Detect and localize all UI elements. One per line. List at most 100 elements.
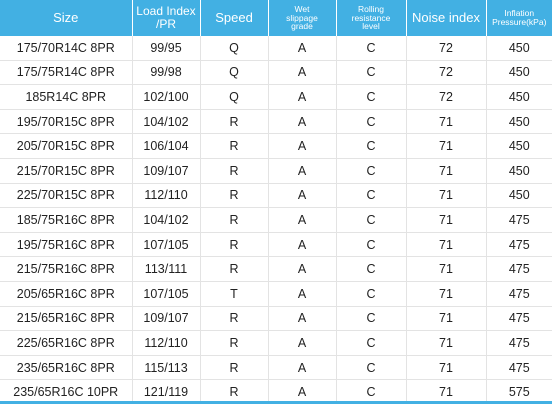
cell-load-index: 112/110 — [132, 183, 201, 209]
cell-size: 195/75R16C 8PR — [0, 232, 133, 258]
cell-wet-grade: A — [268, 379, 337, 404]
header-wet-line-1: Wet — [294, 3, 310, 14]
header-size-label: Size — [53, 10, 79, 26]
cell-inflation-pressure: 475 — [486, 355, 552, 381]
cell-load-index: 112/110 — [132, 330, 201, 356]
cell-size: 185R14C 8PR — [0, 84, 133, 110]
cell-noise-index: 71 — [406, 133, 487, 159]
cell-size: 205/65R16C 8PR — [0, 281, 133, 307]
cell-size: 205/70R15C 8PR — [0, 133, 133, 159]
cell-size: 215/65R16C 8PR — [0, 306, 133, 332]
cell-size: 235/65R16C 8PR — [0, 355, 133, 381]
table-row: 215/75R16C 8PR 113/111 R A C 71 475 — [0, 256, 552, 282]
cell-speed: T — [200, 281, 269, 307]
cell-load-index: 104/102 — [132, 207, 201, 233]
cell-rolling-level: C — [336, 133, 407, 159]
cell-wet-grade: A — [268, 109, 337, 135]
cell-load-index: 109/107 — [132, 158, 201, 184]
cell-wet-grade: A — [268, 355, 337, 381]
cell-load-index: 99/95 — [132, 36, 201, 61]
cell-speed: R — [200, 355, 269, 381]
cell-rolling-level: C — [336, 36, 407, 61]
header-rolling-line-3: level — [362, 21, 380, 32]
cell-inflation-pressure: 450 — [486, 183, 552, 209]
header-load-index-line-2: /PR — [155, 17, 176, 31]
cell-rolling-level: C — [336, 109, 407, 135]
cell-load-index: 109/107 — [132, 306, 201, 332]
cell-inflation-pressure: 450 — [486, 84, 552, 110]
bottom-rule — [0, 401, 552, 404]
cell-speed: Q — [200, 60, 269, 86]
cell-noise-index: 72 — [406, 84, 487, 110]
cell-wet-grade: A — [268, 183, 337, 209]
table-row: 175/75R14C 8PR 99/98 Q A C 72 450 — [0, 60, 552, 86]
cell-size: 225/70R15C 8PR — [0, 183, 133, 209]
cell-rolling-level: C — [336, 158, 407, 184]
table-row: 205/70R15C 8PR 106/104 R A C 71 450 — [0, 133, 552, 159]
cell-load-index: 99/98 — [132, 60, 201, 86]
cell-wet-grade: A — [268, 207, 337, 233]
cell-noise-index: 71 — [406, 256, 487, 282]
cell-inflation-pressure: 475 — [486, 256, 552, 282]
cell-rolling-level: C — [336, 355, 407, 381]
cell-rolling-level: C — [336, 60, 407, 86]
cell-inflation-pressure: 450 — [486, 60, 552, 86]
cell-inflation-pressure: 450 — [486, 109, 552, 135]
header-inflation-line-2: Pressure(kPa) — [492, 17, 547, 27]
cell-wet-grade: A — [268, 133, 337, 159]
header-load-index-line-1: Load Index — [136, 4, 196, 19]
cell-rolling-level: C — [336, 84, 407, 110]
table-row: 215/65R16C 8PR 109/107 R A C 71 475 — [0, 306, 552, 332]
table-row: 225/70R15C 8PR 112/110 R A C 71 450 — [0, 183, 552, 209]
table-row: 235/65R16C 8PR 115/113 R A C 71 475 — [0, 355, 552, 381]
cell-rolling-level: C — [336, 207, 407, 233]
table-row: 225/65R16C 8PR 112/110 R A C 71 475 — [0, 330, 552, 356]
cell-load-index: 113/111 — [132, 256, 201, 282]
cell-size: 185/75R16C 8PR — [0, 207, 133, 233]
cell-size: 175/70R14C 8PR — [0, 36, 133, 61]
header-wet-line-3: grade — [291, 21, 313, 32]
cell-inflation-pressure: 475 — [486, 232, 552, 258]
cell-noise-index: 71 — [406, 183, 487, 209]
cell-noise-index: 71 — [406, 158, 487, 184]
table-row: 235/65R16C 10PR 121/119 R A C 71 575 — [0, 379, 552, 404]
cell-inflation-pressure: 575 — [508, 385, 530, 400]
cell-noise-index: 71 — [406, 379, 487, 404]
cell-noise-index: 71 — [406, 232, 487, 258]
header-speed: Speed — [200, 0, 269, 36]
cell-wet-grade: A — [268, 36, 337, 61]
header-row: Size Load Index /PR Speed Wet slippage g… — [0, 0, 552, 36]
cell-noise-index: 71 — [406, 281, 487, 307]
header-rolling-resistance: Rolling resistance level — [336, 0, 407, 36]
cell-speed: R — [200, 232, 269, 258]
cell-inflation-pressure: 475 — [486, 281, 552, 307]
cell-wet-grade: A — [268, 158, 337, 184]
cell-wet-grade: A — [268, 232, 337, 258]
cell-size: 175/75R14C 8PR — [0, 60, 133, 86]
table-row: 195/75R16C 8PR 107/105 R A C 71 475 — [0, 232, 552, 258]
cell-noise-index: 71 — [406, 207, 487, 233]
cell-inflation-pressure: 475 — [486, 306, 552, 332]
cell-rolling-level: C — [336, 256, 407, 282]
cell-inflation-pressure: 450 — [486, 133, 552, 159]
cell-wet-grade: A — [268, 60, 337, 86]
cell-rolling-level: C — [336, 281, 407, 307]
cell-load-index: 115/113 — [132, 355, 201, 381]
header-rolling-line-1: Rolling — [358, 3, 384, 14]
cell-size: 225/65R16C 8PR — [0, 330, 133, 356]
cell-size: 215/75R16C 8PR — [0, 256, 133, 282]
table-row: 185R14C 8PR 102/100 Q A C 72 450 — [0, 84, 552, 110]
header-rolling-line-2: resistance — [351, 12, 391, 23]
table-row: 195/70R15C 8PR 104/102 R A C 71 450 — [0, 109, 552, 135]
cell-wet-grade: A — [268, 84, 337, 110]
cell-speed: Q — [200, 84, 269, 110]
cell-inflation-pressure: 475 — [486, 207, 552, 233]
cell-rolling-level: C — [336, 306, 407, 332]
cell-wet-grade: A — [268, 281, 337, 307]
cell-speed: R — [200, 256, 269, 282]
header-wet-slippage: Wet slippage grade — [268, 0, 337, 36]
cell-size: 215/70R15C 8PR — [0, 158, 133, 184]
header-size: Size — [0, 0, 133, 36]
cell-speed: R — [200, 183, 269, 209]
